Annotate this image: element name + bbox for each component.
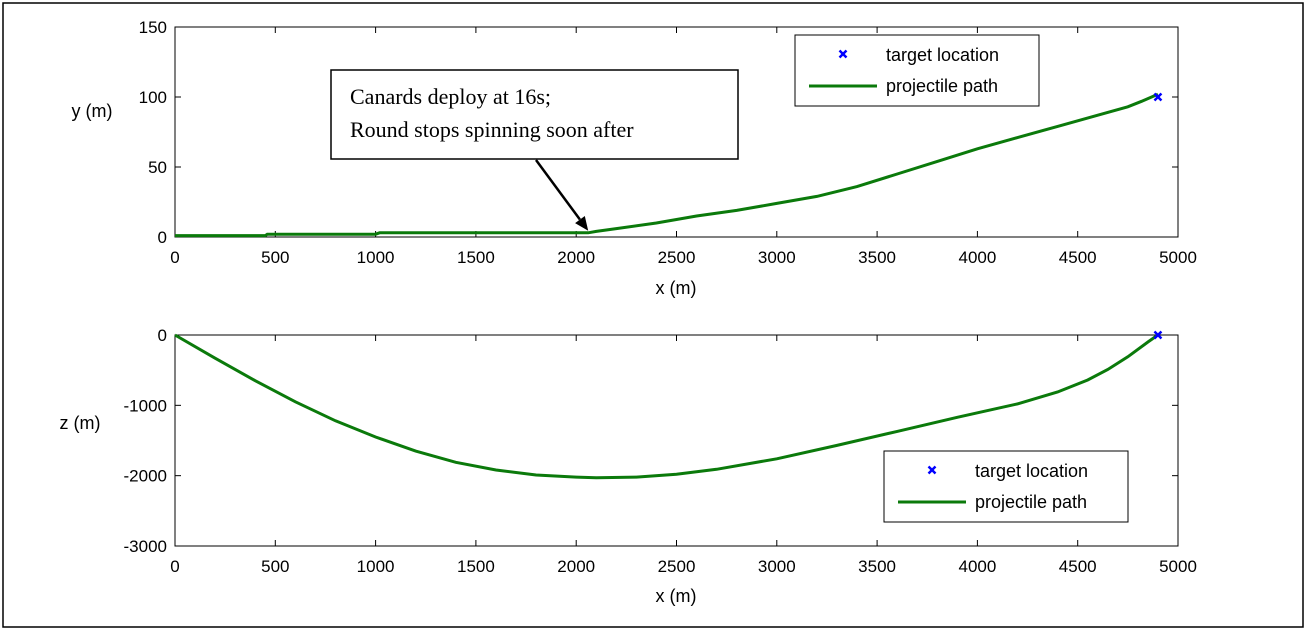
bottom-legend: target location projectile path: [883, 450, 1129, 523]
bottom-legend-box: [883, 450, 1129, 523]
top-x-tick-label: 1500: [457, 248, 495, 267]
top-ticks: 0 500 1000 1500 2000 2500 3000 3500 4000 4500 5000…: [139, 18, 1197, 267]
bottom-legend-target-marker: [927, 465, 937, 475]
annotation-line-2: Round stops spinning soon after: [350, 117, 634, 142]
bottom-x-tick-label: 1000: [357, 557, 395, 576]
top-legend: target location projectile path: [794, 34, 1040, 107]
top-x-tick-label: 2000: [557, 248, 595, 267]
top-x-axis-label: x (m): [656, 278, 697, 298]
bottom-y-axis-label: z (m): [60, 413, 101, 433]
top-target-location-marker: [1153, 92, 1163, 102]
top-y-tick-label: 150: [139, 18, 167, 37]
bottom-target-x-stroke-b: [1153, 330, 1163, 340]
top-y-tick-label: 50: [148, 158, 167, 177]
bottom-x-tick-label: 4000: [958, 557, 996, 576]
bottom-legend-target-label: target location: [975, 461, 1088, 481]
bottom-x-tick-label: 2000: [557, 557, 595, 576]
annotation-arrow: [534, 159, 581, 221]
top-target-x-stroke-b: [1153, 92, 1163, 102]
top-x-tick-label: 3000: [758, 248, 796, 267]
top-x-tick-label: 4000: [958, 248, 996, 267]
top-x-tick-label: 5000: [1159, 248, 1197, 267]
top-legend-box: [794, 34, 1040, 107]
bottom-x-tick-label: 3000: [758, 557, 796, 576]
top-target-x: [1153, 92, 1163, 102]
top-legend-x-stroke-b: [838, 49, 848, 59]
bottom-ticks: 0 500 1000 1500 2000 2500 3000 3500 4000 4500 5000…: [124, 326, 1197, 576]
top-legend-target-label: target location: [886, 45, 999, 65]
top-x-tick-label: 500: [261, 248, 289, 267]
bottom-x-tick-label: 4500: [1059, 557, 1097, 576]
annotation-line-1: Canards deploy at 16s;: [350, 84, 551, 109]
bottom-x-tick-label: 2500: [658, 557, 696, 576]
chart-top: 0 500 1000 1500 2000 2500 3000 3500 4000 4500 5000…: [72, 18, 1197, 298]
top-y-tick-label: 0: [158, 228, 167, 247]
top-y-axis-label: y (m): [72, 101, 113, 121]
bottom-legend-x: [927, 465, 937, 475]
top-x-tick-label: 3500: [858, 248, 896, 267]
bottom-y-tick-label: -2000: [124, 467, 167, 486]
bottom-target-location-marker: [1153, 330, 1163, 340]
top-x-tick-label: 2500: [658, 248, 696, 267]
bottom-legend-path-label: projectile path: [975, 492, 1087, 512]
bottom-x-tick-label: 5000: [1159, 557, 1197, 576]
bottom-y-tick-label: 0: [158, 326, 167, 345]
bottom-x-tick-label: 500: [261, 557, 289, 576]
bottom-y-tick-label: -1000: [124, 396, 167, 415]
bottom-projectile-path-line: [174, 333, 1159, 480]
top-legend-path-label: projectile path: [886, 76, 998, 96]
bottom-x-tick-label: 0: [170, 557, 179, 576]
top-x-tick-label: 0: [170, 248, 179, 267]
top-y-tick-label: 100: [139, 88, 167, 107]
top-legend-x: [838, 49, 848, 59]
top-legend-target-marker: [838, 49, 848, 59]
annotation-arrowhead: [575, 216, 589, 231]
top-x-tick-label: 1000: [357, 248, 395, 267]
bottom-legend-x-stroke-b: [927, 465, 937, 475]
bottom-y-tick-label: -3000: [124, 537, 167, 556]
top-projectile-path-line: [175, 92, 1159, 238]
bottom-x-tick-label: 3500: [858, 557, 896, 576]
top-x-tick-label: 4500: [1059, 248, 1097, 267]
bottom-x-axis-label: x (m): [656, 586, 697, 606]
chart-bottom: 0 500 1000 1500 2000 2500 3000 3500 4000 4500 5000…: [60, 326, 1197, 606]
annotation-box: [330, 69, 739, 160]
bottom-target-x: [1153, 330, 1163, 340]
bottom-x-tick-label: 1500: [457, 557, 495, 576]
